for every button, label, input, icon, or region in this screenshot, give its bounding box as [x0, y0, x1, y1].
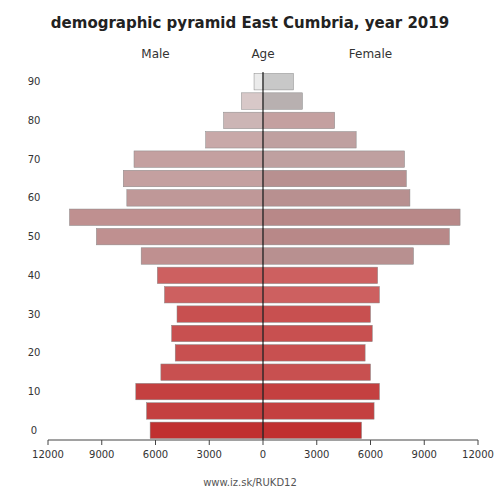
footnote: www.iz.sk/RUKD12	[203, 477, 297, 488]
tick-label: 0	[260, 449, 266, 460]
tick-label: 9000	[89, 449, 114, 460]
tick-label: 0	[31, 425, 37, 436]
bar	[263, 422, 362, 438]
y-axis: 90 80 70 60 50 40 30 20 10 0	[28, 76, 41, 436]
bar	[150, 422, 263, 438]
tick-mark	[263, 440, 264, 445]
tick-label: 50	[28, 231, 41, 242]
bar	[177, 306, 263, 322]
tick-label: 30	[28, 309, 41, 320]
tick-mark	[316, 440, 317, 445]
page: {"chart_data": { "type": "pyramid", "ori…	[0, 0, 500, 500]
bar	[263, 190, 410, 206]
bar	[263, 345, 365, 361]
bar	[172, 325, 263, 341]
tick-label: 6000	[358, 449, 383, 460]
tick-mark	[155, 440, 156, 445]
series-label: Female	[349, 47, 392, 61]
tick-label: 80	[28, 115, 41, 126]
bar	[157, 267, 263, 283]
bar	[96, 228, 263, 244]
tick-label: 90	[28, 76, 41, 87]
bar	[206, 132, 263, 148]
tick-label: 12000	[32, 449, 64, 460]
tick-label: 12000	[462, 449, 494, 460]
bar	[263, 209, 460, 225]
tick-mark	[209, 440, 210, 445]
bar	[127, 190, 263, 206]
chart: demographic pyramid East Cumbria, year 2…	[0, 0, 500, 500]
bar	[263, 325, 372, 341]
bar	[175, 345, 263, 361]
tick-mark	[424, 440, 425, 445]
bar	[224, 112, 263, 128]
bar	[263, 403, 374, 419]
tick-label: 70	[28, 154, 41, 165]
bar	[123, 170, 263, 186]
bar	[263, 383, 379, 399]
tick-label: 6000	[143, 449, 168, 460]
tick-label: 3000	[197, 449, 222, 460]
tick-label: 60	[28, 192, 41, 203]
bar	[263, 151, 405, 167]
bar	[254, 73, 263, 89]
bar	[147, 403, 263, 419]
bar	[70, 209, 264, 225]
tick-mark	[48, 440, 49, 445]
bar	[263, 170, 406, 186]
bar	[263, 287, 379, 303]
bar	[263, 364, 371, 380]
bar	[161, 364, 263, 380]
bars	[70, 73, 461, 438]
tick-mark	[478, 440, 479, 445]
bar	[263, 267, 378, 283]
tick-label: 9000	[412, 449, 437, 460]
bar	[263, 73, 293, 89]
bar	[263, 228, 449, 244]
bar	[263, 132, 356, 148]
axis-label: Age	[251, 47, 274, 61]
title: demographic pyramid East Cumbria, year 2…	[51, 14, 449, 32]
bar	[242, 93, 264, 109]
tick-label: 3000	[304, 449, 329, 460]
tick-label: 40	[28, 270, 41, 281]
bar	[263, 93, 302, 109]
center-line	[263, 72, 264, 440]
bar	[141, 248, 263, 264]
tick-label: 20	[28, 347, 41, 358]
x-axis: 3000 6000 9000 12000 0 3000 6000 9000 12000	[32, 440, 494, 460]
bar	[134, 151, 263, 167]
bar	[263, 112, 335, 128]
bar	[164, 287, 263, 303]
bar	[136, 383, 263, 399]
series-label: Male	[141, 47, 169, 61]
bar	[263, 248, 414, 264]
tick-mark	[101, 440, 102, 445]
tick-mark	[370, 440, 371, 445]
bar	[263, 306, 371, 322]
tick-label: 10	[28, 386, 41, 397]
